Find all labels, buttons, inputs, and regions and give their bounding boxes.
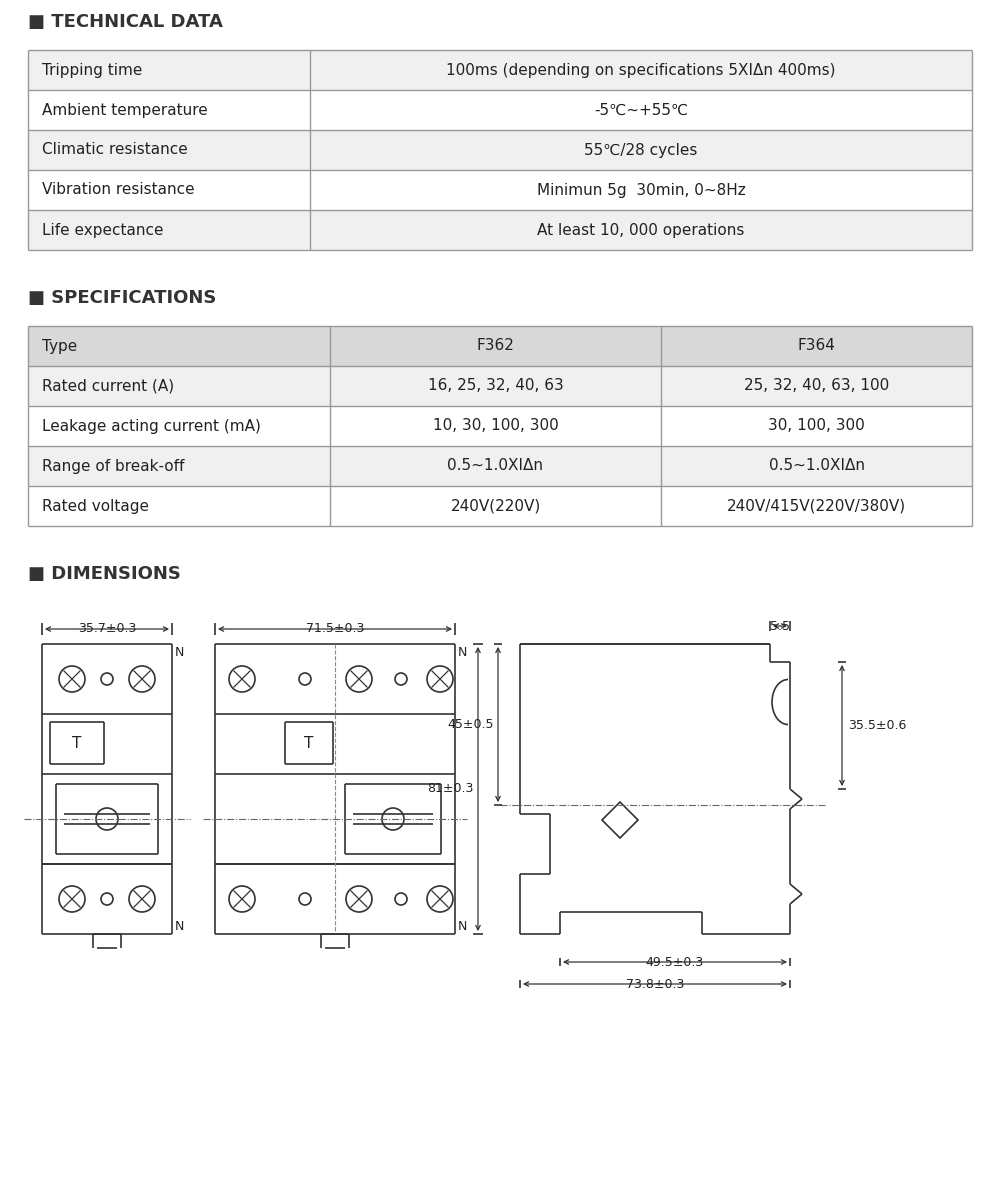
Text: 16, 25, 32, 40, 63: 16, 25, 32, 40, 63 — [428, 379, 563, 394]
Text: 73.8±0.3: 73.8±0.3 — [626, 978, 684, 990]
Text: N: N — [458, 920, 467, 933]
Text: 55℃/28 cycles: 55℃/28 cycles — [584, 142, 698, 158]
Text: Leakage acting current (mA): Leakage acting current (mA) — [42, 419, 261, 433]
Text: Tripping time: Tripping time — [42, 63, 142, 77]
Text: Life expectance: Life expectance — [42, 222, 164, 237]
Text: Vibration resistance: Vibration resistance — [42, 183, 195, 197]
Text: At least 10, 000 operations: At least 10, 000 operations — [537, 222, 745, 237]
Text: N: N — [175, 920, 184, 933]
Text: 240V(220V): 240V(220V) — [450, 499, 541, 514]
Text: ■ DIMENSIONS: ■ DIMENSIONS — [28, 565, 181, 583]
Bar — [28, 210, 972, 250]
Text: T: T — [72, 736, 82, 750]
Text: T: T — [304, 736, 314, 750]
Text: N: N — [175, 646, 184, 659]
Text: 5.5: 5.5 — [770, 620, 790, 633]
Text: Rated current (A): Rated current (A) — [42, 379, 174, 394]
Text: F364: F364 — [798, 338, 835, 354]
Text: N: N — [458, 646, 467, 659]
Bar — [28, 131, 972, 170]
Text: Range of break-off: Range of break-off — [42, 458, 184, 474]
Text: 45±0.5: 45±0.5 — [448, 718, 494, 731]
Bar — [28, 406, 972, 446]
Bar — [28, 50, 972, 90]
Text: 100ms (depending on specifications 5XIΔn 400ms): 100ms (depending on specifications 5XIΔn… — [446, 63, 836, 77]
Text: 81±0.3: 81±0.3 — [428, 782, 474, 795]
Bar — [28, 485, 972, 526]
Text: 25, 32, 40, 63, 100: 25, 32, 40, 63, 100 — [744, 379, 889, 394]
Text: 71.5±0.3: 71.5±0.3 — [306, 622, 364, 635]
Text: 49.5±0.3: 49.5±0.3 — [646, 956, 704, 969]
Text: 35.5±0.6: 35.5±0.6 — [848, 719, 906, 732]
Text: 240V/415V(220V/380V): 240V/415V(220V/380V) — [727, 499, 906, 514]
Bar — [28, 170, 972, 210]
Text: -5℃~+55℃: -5℃~+55℃ — [594, 102, 688, 118]
Bar — [28, 366, 972, 406]
Text: Rated voltage: Rated voltage — [42, 499, 149, 514]
Text: ■ TECHNICAL DATA: ■ TECHNICAL DATA — [28, 13, 223, 31]
Text: ■ SPECIFICATIONS: ■ SPECIFICATIONS — [28, 288, 216, 307]
Text: 0.5~1.0XIΔn: 0.5~1.0XIΔn — [768, 458, 864, 474]
Bar — [28, 90, 972, 131]
Text: Climatic resistance: Climatic resistance — [42, 142, 188, 158]
Text: 35.7±0.3: 35.7±0.3 — [78, 622, 136, 635]
Text: F362: F362 — [477, 338, 514, 354]
Text: 30, 100, 300: 30, 100, 300 — [768, 419, 865, 433]
Text: Ambient temperature: Ambient temperature — [42, 102, 208, 118]
Bar — [28, 446, 972, 485]
Bar — [28, 326, 972, 366]
Text: Type: Type — [42, 338, 77, 354]
Text: 0.5~1.0XIΔn: 0.5~1.0XIΔn — [448, 458, 544, 474]
Text: Minimun 5g  30min, 0~8Hz: Minimun 5g 30min, 0~8Hz — [537, 183, 745, 197]
Text: 10, 30, 100, 300: 10, 30, 100, 300 — [433, 419, 558, 433]
